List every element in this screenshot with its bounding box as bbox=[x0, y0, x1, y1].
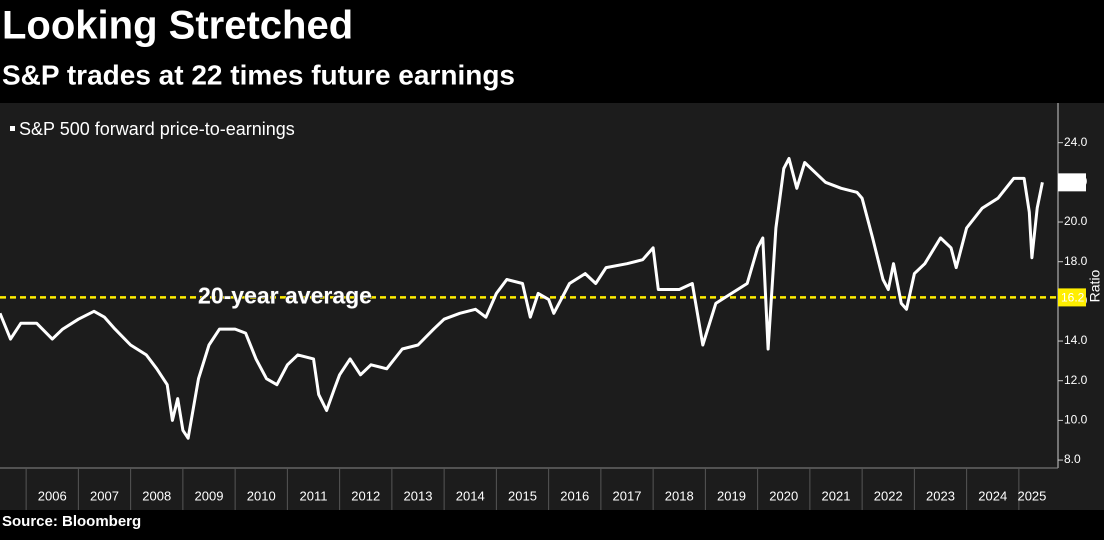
average-label: 20-year average bbox=[198, 282, 372, 308]
x-tick-label: 2016 bbox=[560, 488, 589, 503]
x-tick-label: 2008 bbox=[142, 488, 171, 503]
y-tick-label: 8.0 bbox=[1064, 452, 1081, 466]
average-value-label: 16.2 bbox=[1061, 291, 1085, 305]
x-tick-label: 2019 bbox=[717, 488, 746, 503]
chart-subtitle: S&P trades at 22 times future earnings bbox=[2, 59, 515, 90]
x-tick-label: 2012 bbox=[351, 488, 380, 503]
y-tick-label: 12.0 bbox=[1064, 373, 1088, 387]
y-tick-label: 10.0 bbox=[1064, 413, 1088, 427]
x-tick-label: 2025 bbox=[1017, 488, 1046, 503]
x-tick-label: 2007 bbox=[90, 488, 119, 503]
y-tick-label: 14.0 bbox=[1064, 333, 1088, 347]
x-tick-label: 2013 bbox=[404, 488, 433, 503]
x-tick-label: 2010 bbox=[247, 488, 276, 503]
series-line bbox=[0, 157, 1044, 440]
x-tick-label: 2011 bbox=[300, 488, 328, 503]
x-tick-label: 2009 bbox=[195, 488, 224, 503]
x-tick-label: 2020 bbox=[769, 488, 798, 503]
source: Source: Bloomberg bbox=[2, 513, 141, 530]
x-tick-label: 2015 bbox=[508, 488, 537, 503]
x-tick-label: 2022 bbox=[874, 488, 903, 503]
y-tick-label: 20.0 bbox=[1064, 214, 1088, 228]
chart-title: Looking Stretched bbox=[2, 4, 353, 48]
x-tick-label: 2023 bbox=[926, 488, 955, 503]
average-badge bbox=[1058, 288, 1086, 307]
x-tick-label: 2024 bbox=[978, 488, 1007, 503]
end-label: 22.0 bbox=[1061, 176, 1085, 190]
legend-label: S&P 500 forward price-to-earnings bbox=[19, 119, 295, 139]
x-tick-label: 2021 bbox=[822, 488, 851, 503]
end-badge bbox=[1058, 173, 1086, 192]
x-tick-label: 2017 bbox=[613, 488, 642, 503]
x-tick-label: 2006 bbox=[38, 488, 67, 503]
y-axis-title: Ratio bbox=[1087, 269, 1103, 302]
y-tick-label: 24.0 bbox=[1064, 135, 1088, 149]
y-tick-label: 18.0 bbox=[1064, 254, 1088, 268]
x-tick-label: 2018 bbox=[665, 488, 694, 503]
legend-swatch bbox=[10, 126, 15, 131]
x-tick-label: 2014 bbox=[456, 488, 485, 503]
